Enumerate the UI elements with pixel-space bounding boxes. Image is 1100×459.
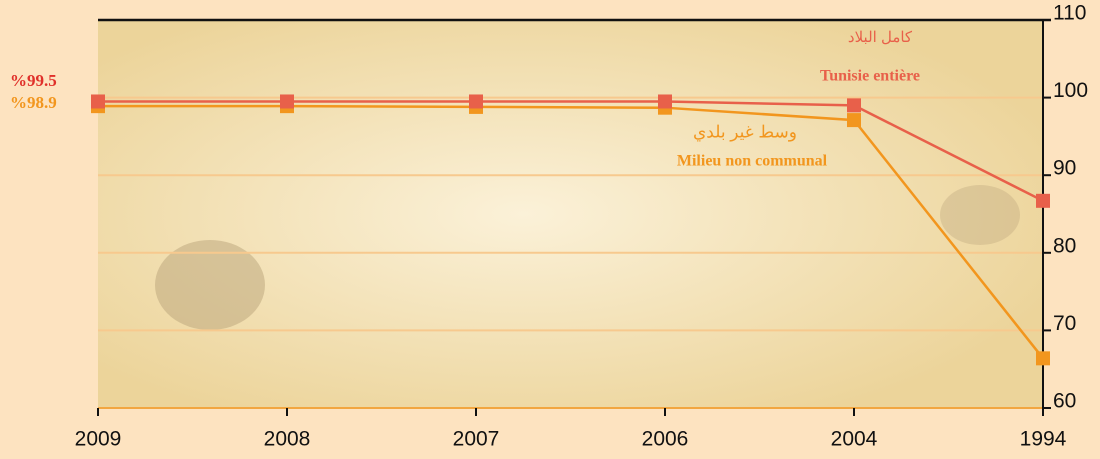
y-tick-label: 70 [1053, 312, 1076, 335]
y-tick-label: 80 [1053, 234, 1076, 257]
point-marker [847, 98, 861, 112]
chart: كامل البلاد Tunisie entière وسط غير بلدي… [0, 0, 1100, 459]
value-label: %99.5 [10, 71, 57, 90]
point-marker [847, 113, 861, 127]
x-tick-label: 2004 [831, 428, 878, 451]
legend-label-ar: وسط غير بلدي [693, 122, 797, 142]
legend-label: Tunisie entière [820, 68, 920, 85]
y-tick-label: 90 [1053, 157, 1076, 180]
point-marker [469, 94, 483, 108]
point-marker [91, 94, 105, 108]
point-marker [658, 94, 672, 108]
y-tick-label: 110 [1053, 2, 1086, 25]
y-tick-label: 60 [1053, 390, 1076, 413]
y-tick-label: 100 [1053, 79, 1088, 102]
x-tick-label: 1994 [1020, 428, 1067, 451]
legend-label-ar: كامل البلاد [848, 29, 913, 46]
x-tick-label: 2008 [264, 428, 311, 451]
point-marker [280, 94, 294, 108]
x-tick-label: 2007 [453, 428, 500, 451]
x-tick-label: 2009 [75, 428, 122, 451]
point-marker [1036, 194, 1050, 208]
x-tick-label: 2006 [642, 428, 689, 451]
point-marker [1036, 351, 1050, 365]
value-label: %98.9 [10, 93, 57, 112]
legend-label: Milieu non communal [677, 153, 828, 170]
bulb-decoration [940, 185, 1020, 245]
